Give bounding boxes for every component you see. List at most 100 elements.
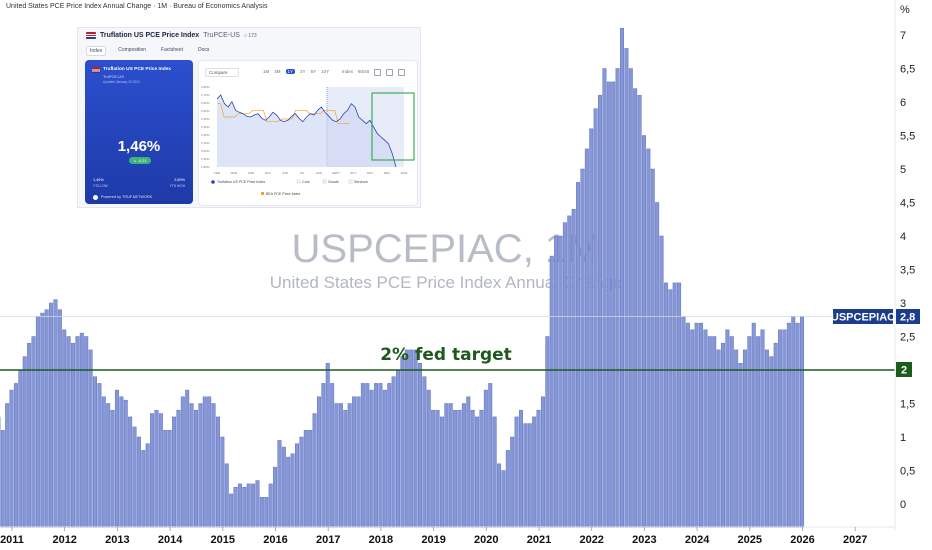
fullscreen-icon[interactable] xyxy=(398,69,406,76)
camera-icon[interactable] xyxy=(374,69,382,76)
bar xyxy=(751,322,756,528)
tab-composition[interactable]: Composition xyxy=(118,47,147,53)
bar xyxy=(532,416,537,528)
bar xyxy=(505,450,510,528)
bar xyxy=(35,316,40,528)
tab-index[interactable]: Index xyxy=(86,46,107,56)
symbol-badge[interactable]: USPCEPIAC xyxy=(831,309,895,324)
us-flag-icon xyxy=(92,67,100,73)
mini-x-tick: JUL xyxy=(299,171,305,175)
legend-checkbox[interactable] xyxy=(322,179,327,184)
last-value-label: 2,8 xyxy=(900,312,915,324)
bar xyxy=(202,396,207,528)
bar xyxy=(404,349,409,528)
y-tick-label: 4 xyxy=(900,231,906,243)
bar xyxy=(62,329,67,528)
range-button[interactable]: 3M xyxy=(274,69,281,74)
bar xyxy=(773,342,778,528)
x-tick-label: 2020 xyxy=(474,534,498,546)
range-button[interactable]: 10Y xyxy=(321,69,330,74)
mini-y-tick: 2,00% xyxy=(201,149,210,153)
bar xyxy=(22,356,27,528)
bar xyxy=(369,389,374,528)
bar xyxy=(5,403,10,528)
mini-y-tick: 2,70% xyxy=(201,93,210,97)
legend-item: BEA PCE Price Index xyxy=(266,192,301,196)
bar xyxy=(360,383,365,528)
bar xyxy=(382,389,387,528)
bar xyxy=(690,329,695,528)
bar xyxy=(712,336,717,528)
bar xyxy=(483,389,488,528)
bar xyxy=(13,383,18,528)
target-value-badge[interactable]: 2 xyxy=(896,362,912,377)
bar xyxy=(251,483,256,528)
target-value-label: 2 xyxy=(901,365,907,377)
bar xyxy=(685,322,690,528)
x-tick-label: 2027 xyxy=(843,534,867,546)
range-button[interactable]: 1Y xyxy=(285,69,296,74)
mini-chart-panel: Compare 1M 3M 1Y 2Y 5Y 10Y Index 60/40 2,80% 2… xyxy=(198,60,418,206)
range-selector: 1M 3M 1Y 2Y 5Y 10Y xyxy=(263,69,329,74)
y-tick-label: 7 xyxy=(900,30,906,42)
bar xyxy=(444,403,449,528)
bar xyxy=(110,409,115,528)
bar xyxy=(760,329,765,528)
mini-y-tick: 2,40% xyxy=(201,117,210,121)
bar xyxy=(466,396,471,528)
range-button[interactable]: 5Y xyxy=(310,69,317,74)
mini-x-tick: AUG xyxy=(316,171,323,175)
card-ytd-high-value: 2,89% xyxy=(174,178,185,182)
mini-y-tick: 2,50% xyxy=(201,109,210,113)
tab-factsheet[interactable]: Factsheet xyxy=(161,47,183,53)
card-ticker: TruPCE-US xyxy=(103,74,124,79)
last-value-badge-bg xyxy=(896,309,920,324)
bar xyxy=(93,376,97,528)
compare-select[interactable]: Compare xyxy=(205,68,239,77)
bar xyxy=(646,148,651,528)
watermark-description: United States PCE Price Index Annual Cha… xyxy=(270,273,623,292)
last-value-badge[interactable]: 2,8 xyxy=(896,309,920,324)
legend-checkbox[interactable] xyxy=(348,179,353,184)
bar xyxy=(435,409,440,528)
bar xyxy=(295,443,300,528)
bar xyxy=(668,289,673,528)
bar xyxy=(663,282,668,528)
bar xyxy=(325,363,330,528)
x-tick-label: 2023 xyxy=(632,534,656,546)
bar xyxy=(49,302,54,528)
bar xyxy=(659,235,664,528)
card-current-value: 1,46% xyxy=(117,138,161,155)
bar xyxy=(299,436,304,528)
range-button[interactable]: 2Y xyxy=(300,69,306,74)
legend-checkbox[interactable] xyxy=(296,179,301,184)
bar xyxy=(536,409,541,528)
x-tick-label: 2025 xyxy=(738,534,762,546)
mini-toolbar: Index 60/40 xyxy=(342,69,406,76)
ratio-toggle[interactable]: 60/40 xyxy=(358,69,370,74)
range-button[interactable]: 1M xyxy=(263,69,270,74)
mini-x-tick: NOV xyxy=(367,171,374,175)
bar xyxy=(237,483,242,528)
index-toggle[interactable]: Index xyxy=(342,69,354,74)
mini-x-tick: APR xyxy=(248,171,255,175)
mini-x-tick: SEPT xyxy=(332,171,340,175)
bar xyxy=(620,28,624,528)
bar xyxy=(128,416,133,528)
bar xyxy=(791,316,796,528)
bar xyxy=(738,363,743,528)
tab-docs[interactable]: Docs xyxy=(198,47,210,53)
y-tick-label: 6 xyxy=(900,97,906,109)
x-tick-label: 2024 xyxy=(685,534,710,546)
bar xyxy=(215,416,220,528)
download-icon[interactable] xyxy=(386,69,394,76)
bar xyxy=(764,349,769,528)
mini-area xyxy=(217,95,396,167)
mini-x-tick: JUN xyxy=(282,171,288,175)
bar xyxy=(545,336,550,528)
bar xyxy=(246,483,251,528)
bar xyxy=(554,235,559,528)
us-flag-icon xyxy=(86,32,96,39)
bar xyxy=(721,342,725,528)
